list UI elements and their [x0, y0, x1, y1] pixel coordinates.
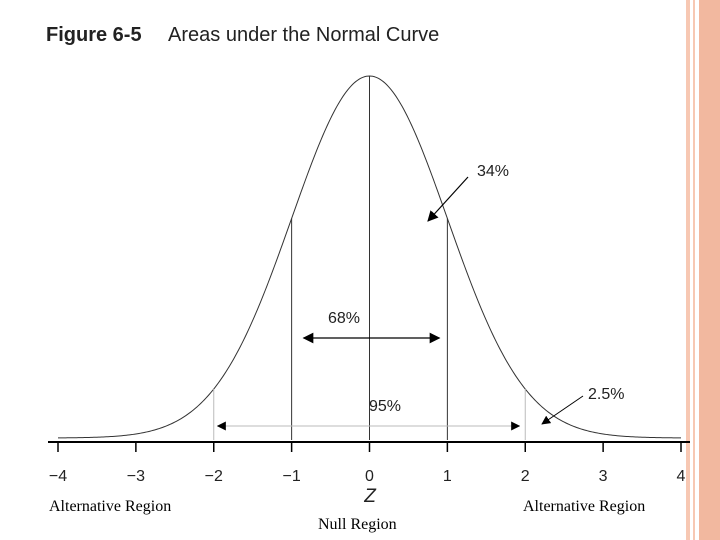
x-tick-label: −4 — [49, 468, 67, 485]
x-tick-label: −3 — [127, 468, 145, 485]
x-tick-label: 4 — [677, 468, 686, 485]
x-axis-tick-labels: −4 −3 −2 −1 0 1 2 3 4 — [49, 468, 686, 485]
x-tick-label: 0 — [365, 468, 374, 485]
x-tick-label: 2 — [521, 468, 530, 485]
reference-lines — [213, 76, 526, 440]
figure-caption: Areas under the Normal Curve — [168, 24, 440, 46]
label-68-percent: 68% — [328, 310, 360, 327]
arrow-2-5-percent — [541, 395, 584, 425]
label-34-percent: 34% — [477, 163, 509, 180]
x-tick-label: 3 — [599, 468, 608, 485]
border-stripe — [699, 0, 720, 540]
figure-number: Figure 6-5 — [46, 24, 142, 46]
figure-title: Figure 6-5 Areas under the Normal Curve — [46, 24, 439, 47]
border-stripe — [686, 0, 690, 540]
x-tick-label: −1 — [283, 468, 301, 485]
null-region-label: Null Region — [318, 516, 397, 533]
x-tick-label: 1 — [443, 468, 452, 485]
arrow-34-percent — [427, 176, 469, 222]
x-axis-ticks — [57, 442, 682, 452]
decorative-border — [686, 0, 720, 540]
label-2-5-percent: 2.5% — [588, 386, 624, 403]
x-axis-label: Z — [363, 486, 377, 507]
label-95-percent: 95% — [369, 398, 401, 415]
x-tick-label: −2 — [205, 468, 223, 485]
alternative-region-right-label: Alternative Region — [523, 498, 646, 515]
alternative-region-left-label: Alternative Region — [49, 498, 172, 515]
border-stripe — [693, 0, 695, 540]
